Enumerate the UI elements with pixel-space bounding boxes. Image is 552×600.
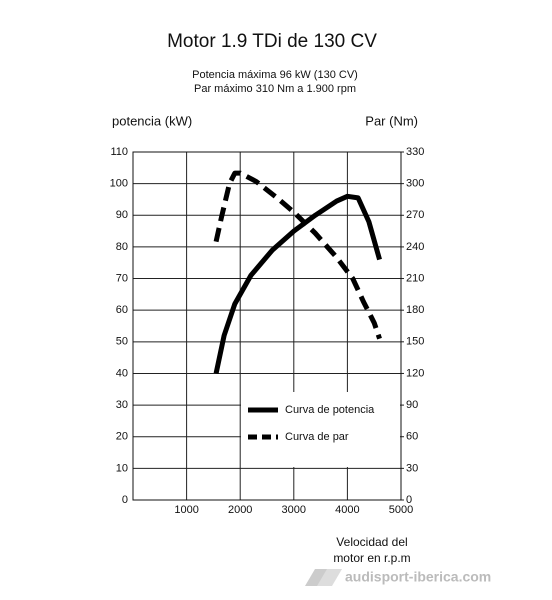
y2-tick-label: 90 <box>406 399 418 411</box>
x-tick-label: 4000 <box>335 504 359 516</box>
watermark: audisport-iberica.com <box>345 569 491 585</box>
y-tick-label: 20 <box>116 431 128 443</box>
y-tick-label: 60 <box>116 304 128 316</box>
y2-tick-label: 300 <box>406 178 424 190</box>
legend-label: Curva de par <box>285 431 349 443</box>
y-tick-label: 40 <box>116 367 128 379</box>
y-tick-label: 100 <box>110 178 128 190</box>
y2-tick-label: 240 <box>406 241 424 253</box>
subtitle: Par máximo 310 Nm a 1.900 rpm <box>194 83 356 95</box>
legend-label: Curva de potencia <box>285 404 375 416</box>
chart-title: Motor 1.9 TDi de 130 CV <box>167 31 377 52</box>
y-tick-label: 90 <box>116 209 128 221</box>
y2-axis-label: Par (Nm) <box>365 113 418 128</box>
y2-tick-label: 180 <box>406 304 424 316</box>
y-tick-label: 0 <box>122 494 128 506</box>
y2-tick-label: 120 <box>406 367 424 379</box>
y-axis-label: potencia (kW) <box>112 113 192 128</box>
y2-tick-label: 150 <box>406 336 424 348</box>
subtitle: Potencia máxima 96 kW (130 CV) <box>192 69 358 81</box>
y-tick-label: 70 <box>116 272 128 284</box>
y2-tick-label: 210 <box>406 272 424 284</box>
x-tick-label: 2000 <box>228 504 252 516</box>
y-tick-label: 80 <box>116 241 128 253</box>
y2-tick-label: 60 <box>406 431 418 443</box>
legend-box <box>241 392 400 467</box>
y-tick-label: 110 <box>110 146 128 158</box>
y-tick-label: 50 <box>116 336 128 348</box>
data-line <box>213 170 382 340</box>
x-tick-label: 5000 <box>389 504 413 516</box>
watermark-logo <box>305 569 342 586</box>
y2-tick-label: 270 <box>406 209 424 221</box>
x-axis-label: Velocidad del <box>336 535 407 549</box>
y2-tick-label: 330 <box>406 146 424 158</box>
y2-tick-label: 30 <box>406 462 418 474</box>
plot-frame <box>132 151 402 501</box>
y-tick-label: 30 <box>116 399 128 411</box>
x-axis-label: motor en r.p.m <box>333 551 410 565</box>
y-tick-label: 10 <box>116 462 128 474</box>
x-tick-label: 3000 <box>282 504 306 516</box>
y2-tick-label: 0 <box>406 494 412 506</box>
x-tick-label: 1000 <box>174 504 198 516</box>
